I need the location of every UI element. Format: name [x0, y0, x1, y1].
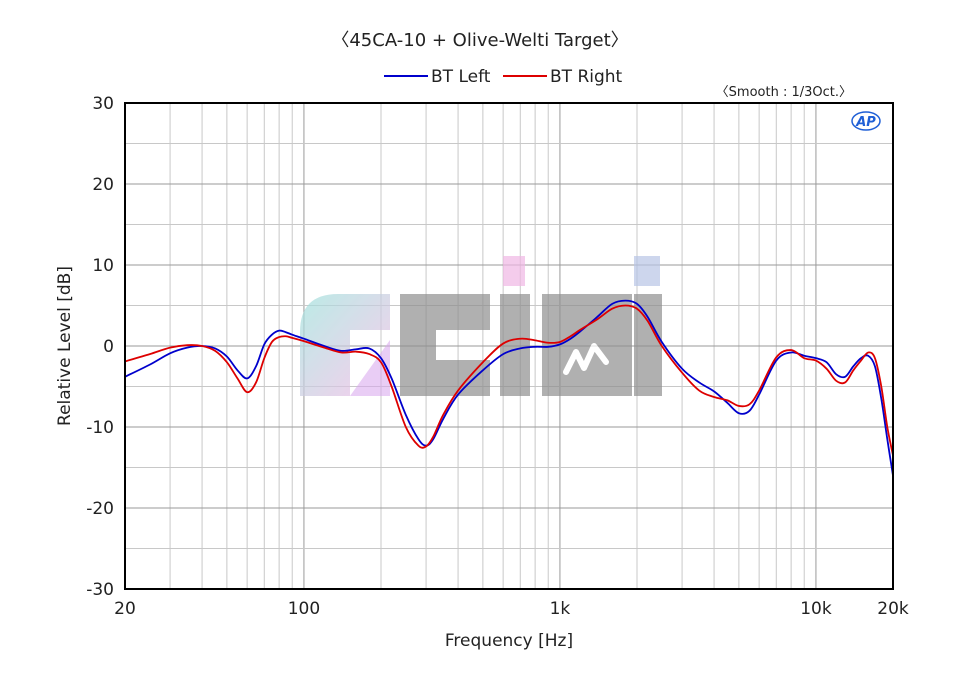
series-layer: [124, 299, 894, 477]
y-tick-label: -30: [86, 580, 114, 600]
y-tick-label: 0: [103, 337, 114, 357]
x-tick-label: 1k: [550, 599, 571, 619]
y-tick-label: -10: [86, 418, 114, 438]
plot-frame: [124, 102, 894, 590]
x-tick-label: 10k: [800, 599, 832, 619]
y-axis-label: Relative Level [dB]: [55, 266, 75, 426]
y-tick-label: 20: [92, 175, 114, 195]
x-axis-label: Frequency [Hz]: [445, 631, 573, 651]
series-line-bt-left: [124, 299, 894, 477]
ap-logo: AP: [851, 111, 881, 131]
ap-logo-text: AP: [855, 115, 876, 130]
smoothing-annotation: 〈Smooth : 1/3Oct.〉: [716, 85, 852, 100]
x-tick-label: 20k: [877, 599, 909, 619]
watermark-logo: [300, 256, 662, 396]
series-line-bt-right: [124, 304, 894, 457]
ap-logo-ring: [851, 111, 881, 131]
y-tick-label: 30: [92, 94, 114, 114]
x-tick-label: 20: [114, 599, 136, 619]
legend-label-right: BT Right: [550, 67, 623, 87]
y-tick-label: 10: [92, 256, 114, 276]
y-tick-label: -20: [86, 499, 114, 519]
chart-title: 〈45CA-10 + Olive-Welti Target〉: [331, 30, 628, 51]
x-tick-label: 100: [288, 599, 320, 619]
x-axis-ticks: 20 100 1k 10k 20k: [114, 599, 909, 619]
legend: BT Left BT Right: [384, 67, 623, 87]
legend-label-left: BT Left: [431, 67, 491, 87]
y-axis-ticks: 30 20 10 0 -10 -20 -30: [86, 94, 114, 600]
